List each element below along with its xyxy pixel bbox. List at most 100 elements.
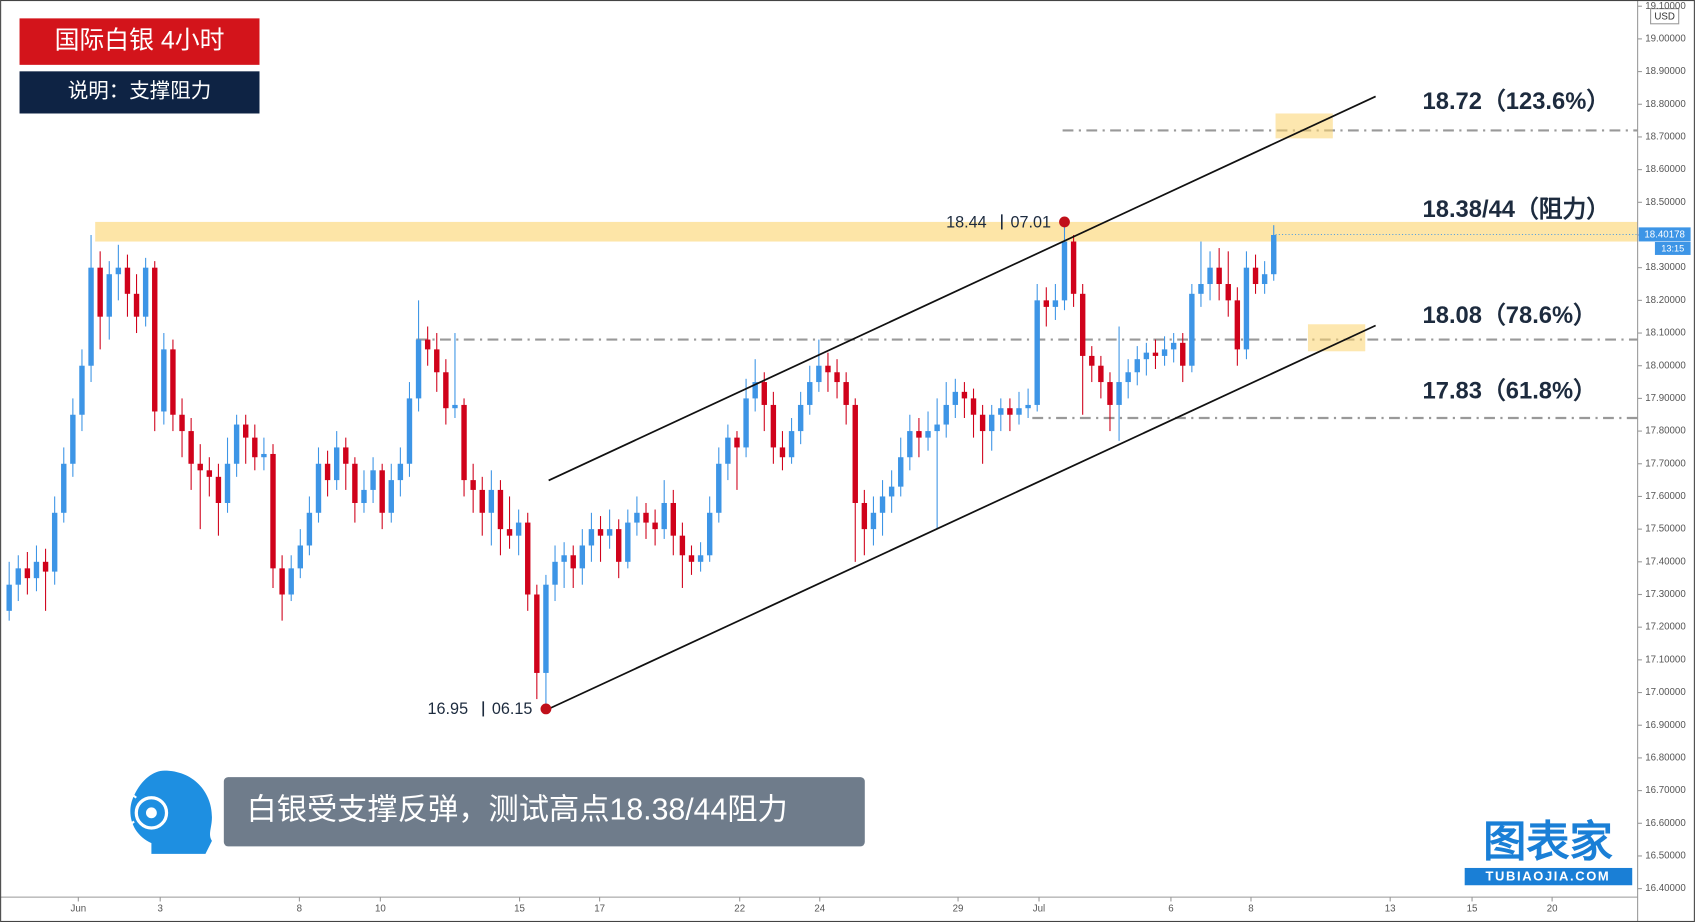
candle-body: [861, 502, 868, 530]
candle-body: [315, 463, 322, 513]
candle-body: [816, 365, 822, 383]
candle-body: [1261, 274, 1268, 285]
y-tick-label: 16.70000: [1645, 785, 1686, 796]
candle-body: [1007, 408, 1013, 415]
x-tick-label: 17: [594, 904, 605, 915]
candle-body: [243, 424, 249, 438]
brand-bar: [1464, 867, 1633, 886]
y-tick-label: 16.60000: [1645, 818, 1686, 829]
level-label: 18.38/44（阻力）: [1423, 196, 1611, 223]
point-value: 18.44: [946, 213, 987, 231]
candle-body: [752, 382, 758, 399]
candle-body: [1134, 359, 1140, 373]
point-date: 07.01: [1010, 213, 1051, 231]
x-tick-label: 20: [1547, 904, 1558, 915]
point-value: 16.95: [428, 700, 469, 718]
candle-body: [1207, 267, 1213, 285]
y-tick-label: 17.90000: [1645, 393, 1686, 404]
candle-body: [1098, 365, 1104, 383]
candle-body: [51, 512, 58, 572]
candle-body: [570, 555, 576, 569]
candle-body: [88, 267, 94, 366]
candle-body: [1252, 267, 1259, 285]
candle-body: [452, 404, 458, 409]
extreme-point: [1059, 216, 1070, 228]
y-tick-label: 18.90000: [1645, 66, 1686, 77]
brand: 图表家: [1483, 819, 1613, 867]
candle-body: [352, 463, 358, 503]
candle-body: [1089, 355, 1095, 366]
x-tick-label: Jun: [70, 904, 86, 915]
candle-body: [907, 431, 913, 458]
candle-body: [106, 274, 112, 317]
point-date: 06.15: [492, 700, 533, 718]
candle-body: [1079, 293, 1086, 356]
candle-body: [1198, 284, 1204, 294]
candle-body: [1125, 372, 1131, 383]
candle-body: [561, 555, 567, 562]
candle-body: [807, 382, 813, 405]
candle-body: [870, 512, 877, 530]
x-tick-label: 15: [1467, 904, 1478, 915]
caption-box: [223, 777, 865, 847]
x-tick-label: 15: [514, 904, 525, 915]
candle-body: [470, 480, 476, 490]
candle-body: [515, 522, 522, 536]
candle-body: [206, 470, 213, 477]
channel-line: [548, 95, 1376, 482]
candle-body: [133, 293, 140, 317]
x-tick-label: 10: [375, 904, 386, 915]
candle-body: [679, 535, 686, 556]
candle-body: [152, 267, 158, 412]
y-tick-label: 18.00000: [1645, 360, 1686, 371]
y-tick-label: 16.90000: [1645, 720, 1686, 731]
candle-body: [1216, 267, 1222, 285]
x-tick-label: 29: [953, 904, 964, 915]
channel-line: [548, 324, 1376, 710]
x-tick-label: Jul: [1033, 904, 1045, 915]
candle-body: [488, 489, 495, 513]
candle-body: [252, 437, 258, 458]
candle-body: [989, 414, 995, 432]
y-tick-label: 18.50000: [1645, 197, 1686, 208]
title-box: [19, 18, 260, 65]
candle-body: [543, 584, 549, 673]
last-price: 18.40178: [1644, 230, 1685, 241]
candle-body: [461, 404, 467, 481]
candle-body: [779, 447, 786, 458]
candle-body: [1116, 382, 1122, 405]
candle-body: [552, 561, 558, 585]
candle-body: [115, 267, 122, 275]
candle-body: [670, 502, 676, 536]
candle-body: [6, 584, 12, 611]
candle-body: [888, 486, 895, 497]
candle-body: [397, 463, 404, 481]
candle-body: [188, 431, 194, 464]
y-tick-label: 19.10000: [1645, 1, 1686, 12]
y-tick-label: 18.80000: [1645, 99, 1686, 110]
candle-body: [1061, 241, 1068, 301]
candle-body: [706, 512, 713, 556]
candle-body: [479, 489, 485, 513]
candle-body: [1189, 293, 1195, 366]
candle-body: [734, 437, 740, 448]
candle-body: [843, 382, 849, 405]
candle-body: [616, 529, 622, 562]
candle-body: [1161, 349, 1168, 356]
candle-body: [179, 414, 185, 432]
candle-body: [634, 512, 640, 523]
candle-body: [288, 568, 294, 595]
candle-body: [324, 463, 331, 481]
candle-body: [15, 568, 21, 585]
candle-body: [406, 398, 413, 464]
y-tick-label: 16.50000: [1645, 851, 1686, 862]
candle-body: [306, 512, 313, 546]
candle-body: [716, 463, 722, 513]
candle-body: [270, 453, 276, 569]
candle-body: [506, 529, 513, 536]
candle-body: [224, 463, 231, 503]
candle-body: [170, 349, 176, 415]
candle-body: [279, 568, 285, 595]
highlight-box: [1275, 113, 1333, 139]
